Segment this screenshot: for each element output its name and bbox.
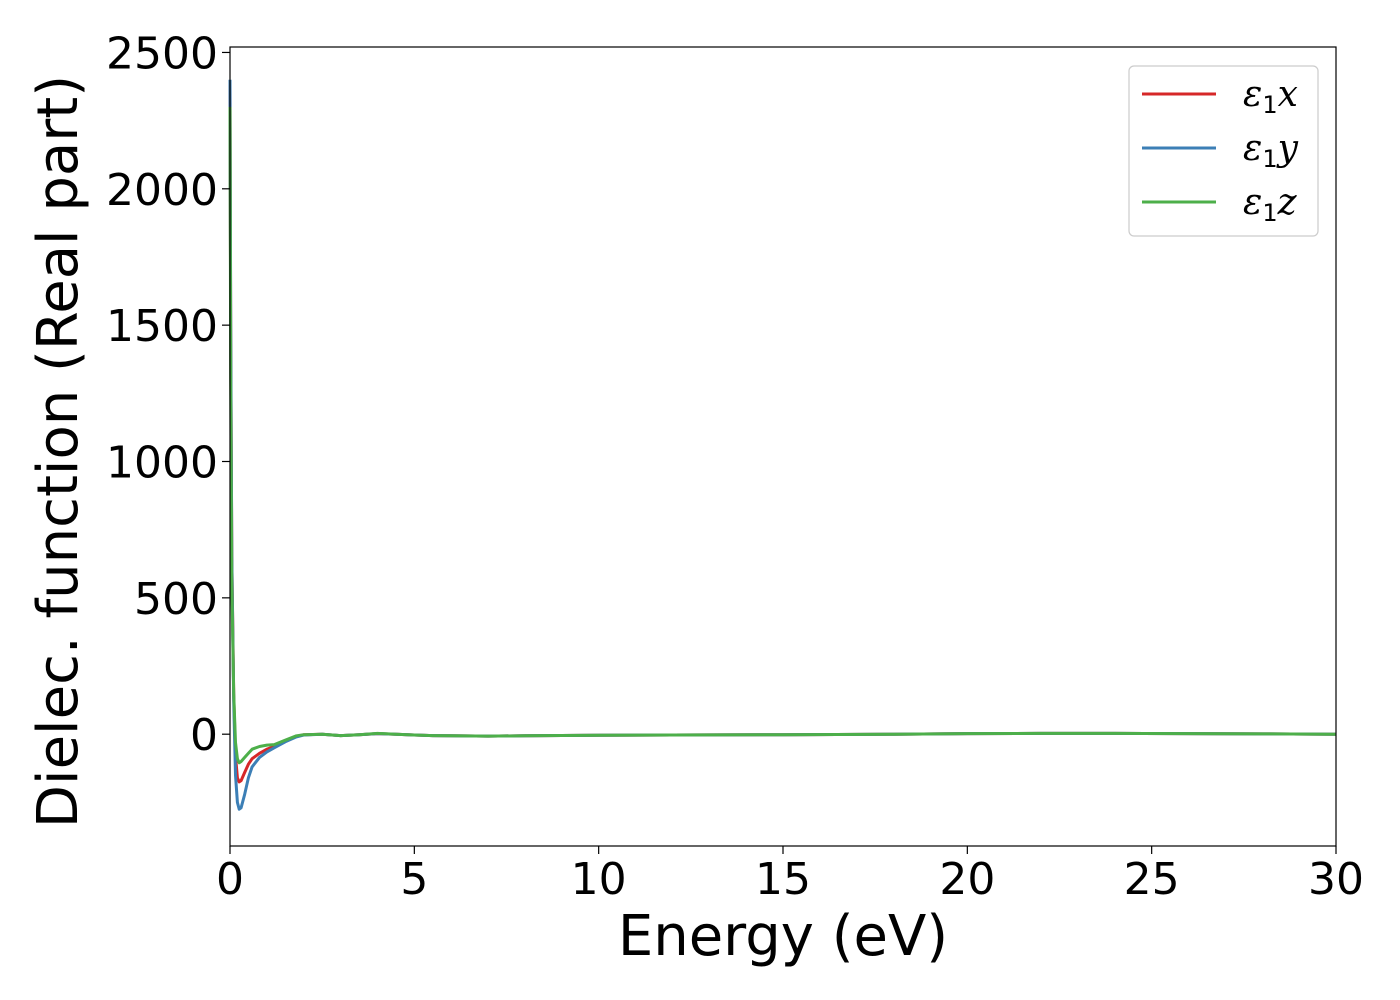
y-ticks: 0 500 1000 1500 2000 2500 <box>106 28 230 761</box>
x-tick-label: 10 <box>571 854 627 905</box>
y-tick-label: 500 <box>134 574 218 625</box>
y-tick-label: 1000 <box>106 437 218 488</box>
y-tick-label: 2500 <box>106 28 218 79</box>
x-ticks: 0 5 10 15 20 25 30 <box>216 846 1364 905</box>
legend-label-z: ε1z <box>1243 182 1298 227</box>
legend-label-x: ε1x <box>1243 74 1298 119</box>
series-line-z <box>228 106 1337 765</box>
legend: ε1x ε1y ε1z <box>1128 65 1319 237</box>
series-layer <box>228 79 1337 811</box>
x-tick-label: 0 <box>216 854 244 905</box>
x-tick-label: 20 <box>939 854 995 905</box>
x-axis-label: Energy (eV) <box>618 904 948 969</box>
legend-box <box>1128 65 1319 237</box>
y-tick-label: 2000 <box>106 165 218 216</box>
y-tick-label: 0 <box>190 710 218 761</box>
x-tick-label: 25 <box>1124 854 1180 905</box>
x-tick-label: 15 <box>755 854 811 905</box>
y-axis-label: Dielec. function (Real part) <box>26 75 91 828</box>
x-tick-label: 30 <box>1308 854 1364 905</box>
y-tick-label: 1500 <box>106 301 218 352</box>
x-tick-label: 5 <box>400 854 428 905</box>
legend-label-y: ε1y <box>1243 128 1299 173</box>
